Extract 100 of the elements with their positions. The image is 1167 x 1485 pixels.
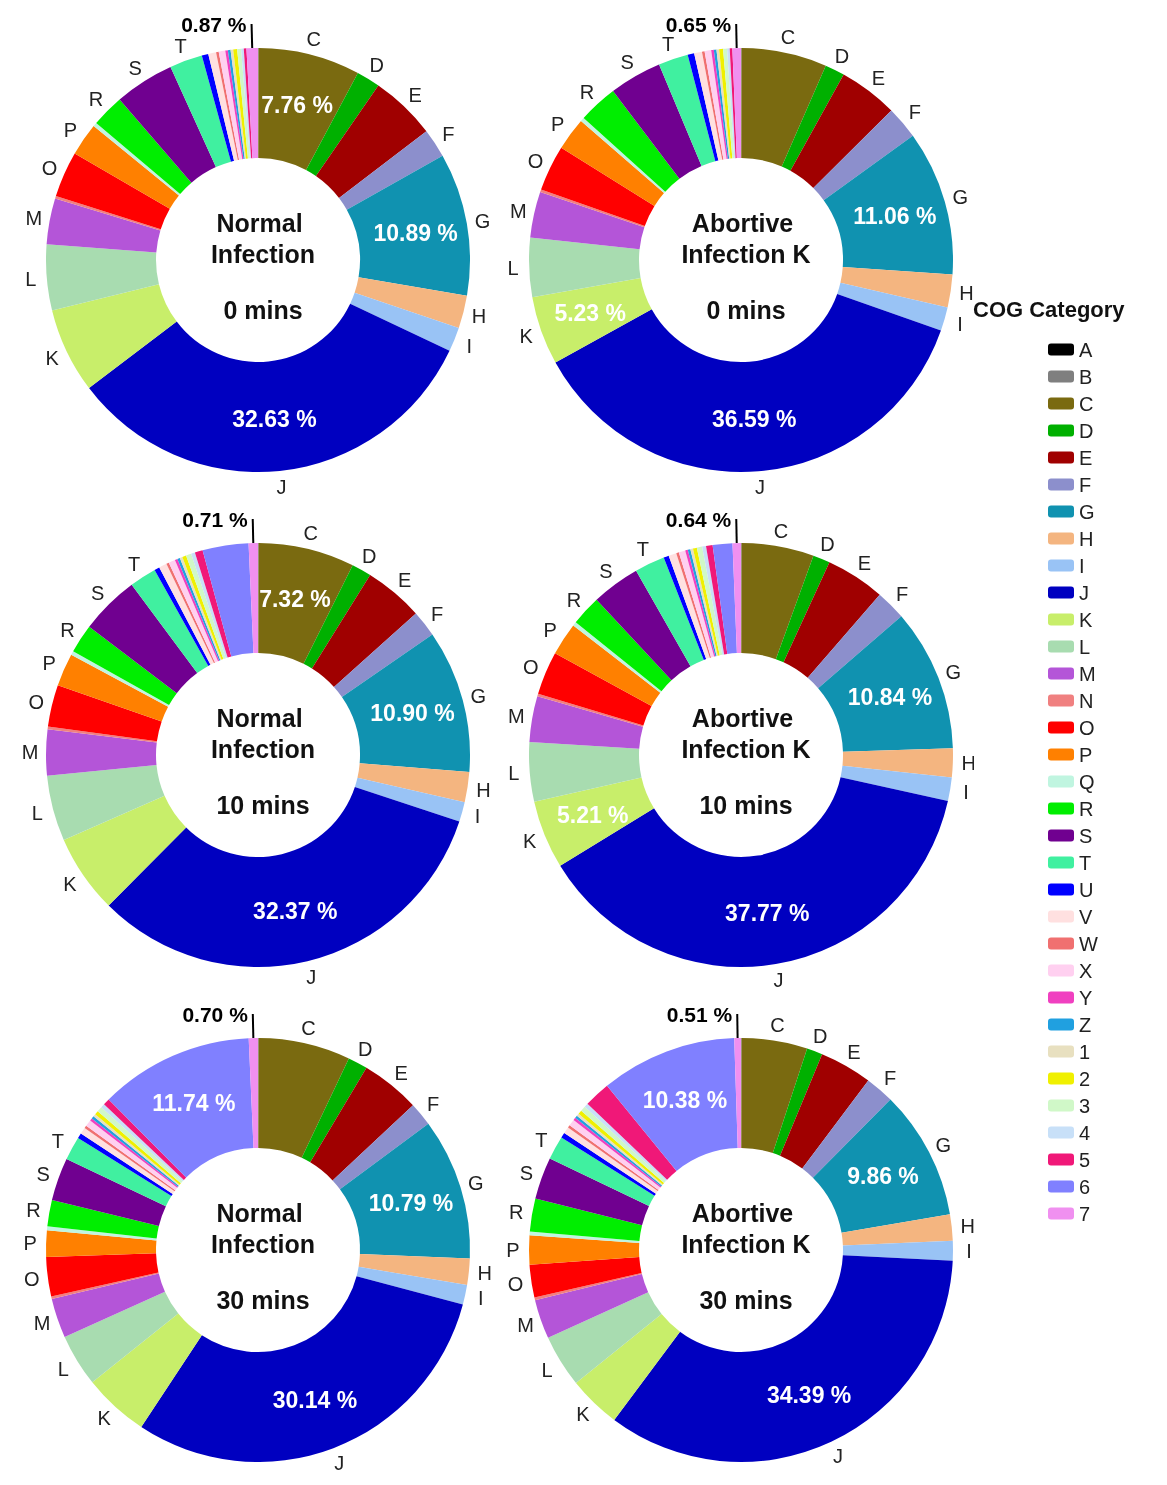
slice-label: G (470, 684, 486, 707)
legend-label: J (1079, 581, 1089, 604)
slice-label: E (847, 1040, 861, 1063)
slice-label: I (478, 1287, 484, 1310)
slice-label: G (935, 1133, 952, 1156)
data-label: 5.21 % (556, 802, 629, 829)
legend-label: Q (1079, 770, 1095, 793)
slice-label: S (620, 51, 634, 74)
data-label: 0.70 % (182, 1002, 249, 1026)
legend-label: 4 (1079, 1121, 1091, 1144)
text: 10 mins (216, 790, 310, 819)
slice-label: H (960, 1214, 975, 1237)
legend-label: G (1079, 500, 1095, 523)
slice-label: L (541, 1358, 553, 1381)
slice-label: D (820, 533, 835, 556)
slice-label: K (97, 1407, 112, 1430)
slice-label: O (507, 1272, 524, 1295)
slice-label: P (543, 619, 557, 642)
slice-label: D (834, 44, 850, 67)
data-label: 5.23 % (554, 300, 626, 327)
legend-label: 3 (1079, 1094, 1091, 1117)
legend-label: Y (1079, 986, 1093, 1009)
legend-label: L (1079, 635, 1091, 658)
legend-label: P (1079, 743, 1093, 766)
slice-label: O (41, 156, 58, 179)
slice-label: K (576, 1403, 591, 1426)
slice-label: I (963, 780, 969, 803)
slice-label: C (301, 1016, 316, 1039)
slice-label: H (471, 305, 487, 328)
slice-label: S (36, 1162, 50, 1185)
slice-label: L (507, 256, 519, 279)
legend-label: 7 (1079, 1202, 1091, 1225)
slice-label: I (957, 312, 963, 335)
slice-label: M (25, 207, 43, 230)
slice-label: G (474, 209, 491, 232)
slice-label: D (358, 1037, 373, 1060)
legend-label: R (1079, 797, 1094, 820)
slice-label: O (527, 150, 544, 173)
slice-label: H (959, 282, 974, 305)
legend-label: K (1079, 608, 1093, 631)
slice-label: R (508, 1201, 524, 1224)
data-label: 32.63 % (232, 406, 317, 433)
slice-label: H (961, 752, 977, 775)
data-label: 10.79 % (368, 1189, 454, 1216)
text: Normal Infection (210, 703, 316, 763)
text: Normal Infection (210, 208, 316, 268)
text: Abortive Infection K (681, 1198, 811, 1258)
text: 10 mins (699, 790, 793, 819)
text: Abortive Infection K (681, 703, 811, 763)
data-label: 10.84 % (847, 683, 933, 710)
slice-label: P (42, 652, 56, 675)
data-label: 10.89 % (373, 219, 458, 246)
slice-label: K (523, 829, 538, 852)
slice-label: K (63, 872, 78, 895)
text: Abortive Infection K (681, 208, 811, 268)
slice-label: M (21, 741, 39, 764)
legend-label: O (1079, 716, 1095, 739)
slice-label: R (88, 88, 104, 111)
slice-label: J (773, 968, 784, 991)
legend-label: N (1079, 689, 1094, 712)
slice-label: C (780, 25, 796, 48)
slice-label: L (57, 1357, 69, 1380)
slice-label: G (468, 1171, 484, 1194)
slice-label: D (369, 54, 384, 77)
slice-label: O (522, 655, 539, 678)
data-label: 30.14 % (272, 1386, 358, 1413)
slice-label: F (427, 1093, 440, 1116)
slice-label: C (306, 27, 321, 50)
legend-label: T (1079, 851, 1092, 874)
data-label: 11.06 % (853, 203, 937, 230)
slice-label: D (813, 1025, 828, 1048)
slice-label: E (871, 67, 886, 90)
slice-label: H (476, 778, 491, 801)
slice-label: J (754, 476, 765, 499)
slice-label: C (303, 522, 318, 545)
slice-label: P (551, 113, 565, 136)
slice-label: F (884, 1066, 897, 1089)
slice-label: O (28, 690, 45, 713)
slice-label: M (509, 200, 527, 223)
data-label: 32.37 % (253, 897, 338, 924)
slice-label: K (519, 325, 534, 348)
slice-label: J (833, 1445, 844, 1468)
slice-label: D (362, 545, 377, 568)
legend-label: A (1079, 338, 1093, 361)
legend-label: C (1079, 392, 1094, 415)
legend-label: S (1079, 824, 1093, 847)
slice-label: M (33, 1312, 51, 1335)
legend-label: 5 (1079, 1148, 1091, 1171)
text: 0 mins (706, 295, 786, 324)
slice-label: I (466, 334, 473, 357)
data-label: 34.39 % (766, 1381, 852, 1408)
slice-label: J (334, 1452, 345, 1475)
slice-label: E (397, 569, 412, 592)
legend-title: COG Category (973, 296, 1126, 322)
text: 30 mins (216, 1285, 310, 1314)
data-label: 0.87 % (181, 12, 247, 36)
text: Normal Infection (210, 1198, 316, 1258)
legend-label: F (1079, 473, 1092, 496)
data-label: 10.38 % (642, 1087, 728, 1114)
slice-label: E (394, 1061, 408, 1084)
